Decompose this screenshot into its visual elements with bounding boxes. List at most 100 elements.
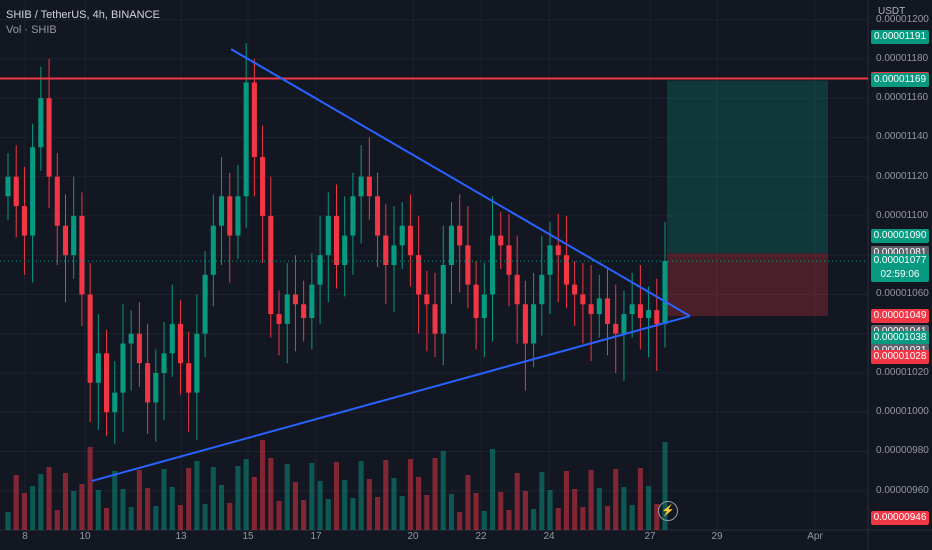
candle-body <box>588 304 594 315</box>
price-tick-label: 0.00001180 <box>876 52 929 64</box>
candle-body <box>54 176 60 226</box>
volume-bar <box>243 459 249 530</box>
candle-body <box>539 274 545 305</box>
volume-bar <box>104 508 110 530</box>
candle-body <box>292 294 298 305</box>
volume-bar <box>194 461 200 530</box>
candle-body <box>637 304 643 318</box>
volume-bar <box>309 463 315 530</box>
candle-body <box>325 215 331 256</box>
volume-bar <box>539 472 545 530</box>
price-tag-label: 0.00001038 <box>873 331 927 343</box>
price-tick-label: 0.00001200 <box>876 13 929 25</box>
time-tick-label: 10 <box>79 531 91 542</box>
volume-bar <box>210 467 216 530</box>
volume-bar <box>383 460 389 530</box>
triangle-upper-line <box>230 48 691 317</box>
volume-bar <box>169 487 175 530</box>
price-tag: 0.00000946 <box>871 511 929 526</box>
volume-bar <box>30 486 36 530</box>
volume-bar <box>235 466 241 530</box>
price-tag: 0.00001090 <box>871 228 929 243</box>
candle-body <box>465 245 471 285</box>
candle-body <box>407 225 413 256</box>
price-tag: 0.00001077 02:59:06 <box>871 254 929 283</box>
candle-body <box>235 196 241 236</box>
price-tag-label: 0.00001028 <box>873 351 927 363</box>
volume-bar <box>284 464 290 530</box>
time-tick-label: 27 <box>644 531 656 542</box>
candle-body <box>21 206 27 236</box>
price-tag: 0.00001049 <box>871 309 929 324</box>
candle-body <box>399 225 405 246</box>
lightning-icon[interactable]: ⚡ <box>658 501 678 521</box>
volume-bar <box>465 475 471 530</box>
price-tag-label: 0.00001090 <box>873 229 927 241</box>
volume-bar <box>375 497 381 530</box>
candle-body <box>522 304 528 344</box>
volume-bar <box>112 471 118 530</box>
price-tag-label: 0.00001191 <box>873 31 927 43</box>
volume-bar <box>547 490 553 530</box>
volume-bar <box>54 510 60 530</box>
volume-bar <box>120 489 126 530</box>
candle-body <box>613 323 619 334</box>
candle-body <box>145 363 151 403</box>
time-tick-label: 15 <box>242 531 254 542</box>
candle-body <box>604 298 611 324</box>
volume-bar <box>95 490 101 530</box>
candle-body <box>161 353 167 373</box>
price-tag-label: 0.00001081 <box>873 247 927 259</box>
candle-body <box>383 235 389 265</box>
volume-bar <box>563 471 569 530</box>
candle-body <box>662 261 668 324</box>
volume-bar <box>522 491 528 530</box>
candle-body <box>276 314 282 324</box>
volume-bar <box>613 469 619 530</box>
stop-loss-zone <box>667 253 828 317</box>
candle-body <box>342 235 348 265</box>
volume-bar <box>79 484 85 530</box>
volume-bar <box>325 499 331 530</box>
price-tag-label: 0.00000946 <box>873 512 927 524</box>
volume-bar <box>276 501 282 530</box>
candle-body <box>13 176 19 207</box>
candle-body <box>596 298 602 315</box>
candle-body <box>440 265 446 334</box>
candle-body <box>457 225 463 246</box>
candle-body <box>580 294 586 305</box>
candle-body <box>375 196 381 236</box>
candle-body <box>186 363 192 393</box>
candle-body <box>555 245 561 256</box>
volume-label[interactable]: Vol · SHIB <box>6 24 57 36</box>
candle-body <box>514 274 520 305</box>
candle-body <box>432 304 438 334</box>
volume-bar <box>399 496 405 530</box>
candle-body <box>87 294 93 383</box>
volume-bar <box>177 505 184 530</box>
volume-bar <box>5 512 11 530</box>
volume-bar <box>202 504 208 530</box>
volume-bar <box>227 503 233 530</box>
candle-body <box>5 176 11 197</box>
triangle-lower-line <box>91 315 691 482</box>
volume-bar <box>596 488 602 530</box>
price-tick-label: 0.00001160 <box>876 92 929 104</box>
volume-bar <box>457 512 463 530</box>
volume-bar <box>498 492 504 530</box>
volume-bar <box>128 507 134 530</box>
time-tick-label: 24 <box>543 531 555 542</box>
price-tick-label: 0.00001100 <box>876 209 929 221</box>
candle-body <box>416 255 422 295</box>
price-tag-label: 0.00001169 <box>873 74 927 86</box>
candle-body <box>136 333 142 364</box>
price-tick-label: 0.00001140 <box>876 131 929 143</box>
volume-bar <box>153 506 159 530</box>
price-tick-label: 0.00001020 <box>876 366 929 378</box>
volume-bar <box>292 482 298 530</box>
price-tag-label: 0.00001077 <box>873 255 927 267</box>
time-tick-label: 20 <box>407 531 419 542</box>
symbol-title[interactable]: SHIB / TetherUS, 4h, BINANCE <box>6 9 160 21</box>
candle-body <box>169 323 175 354</box>
